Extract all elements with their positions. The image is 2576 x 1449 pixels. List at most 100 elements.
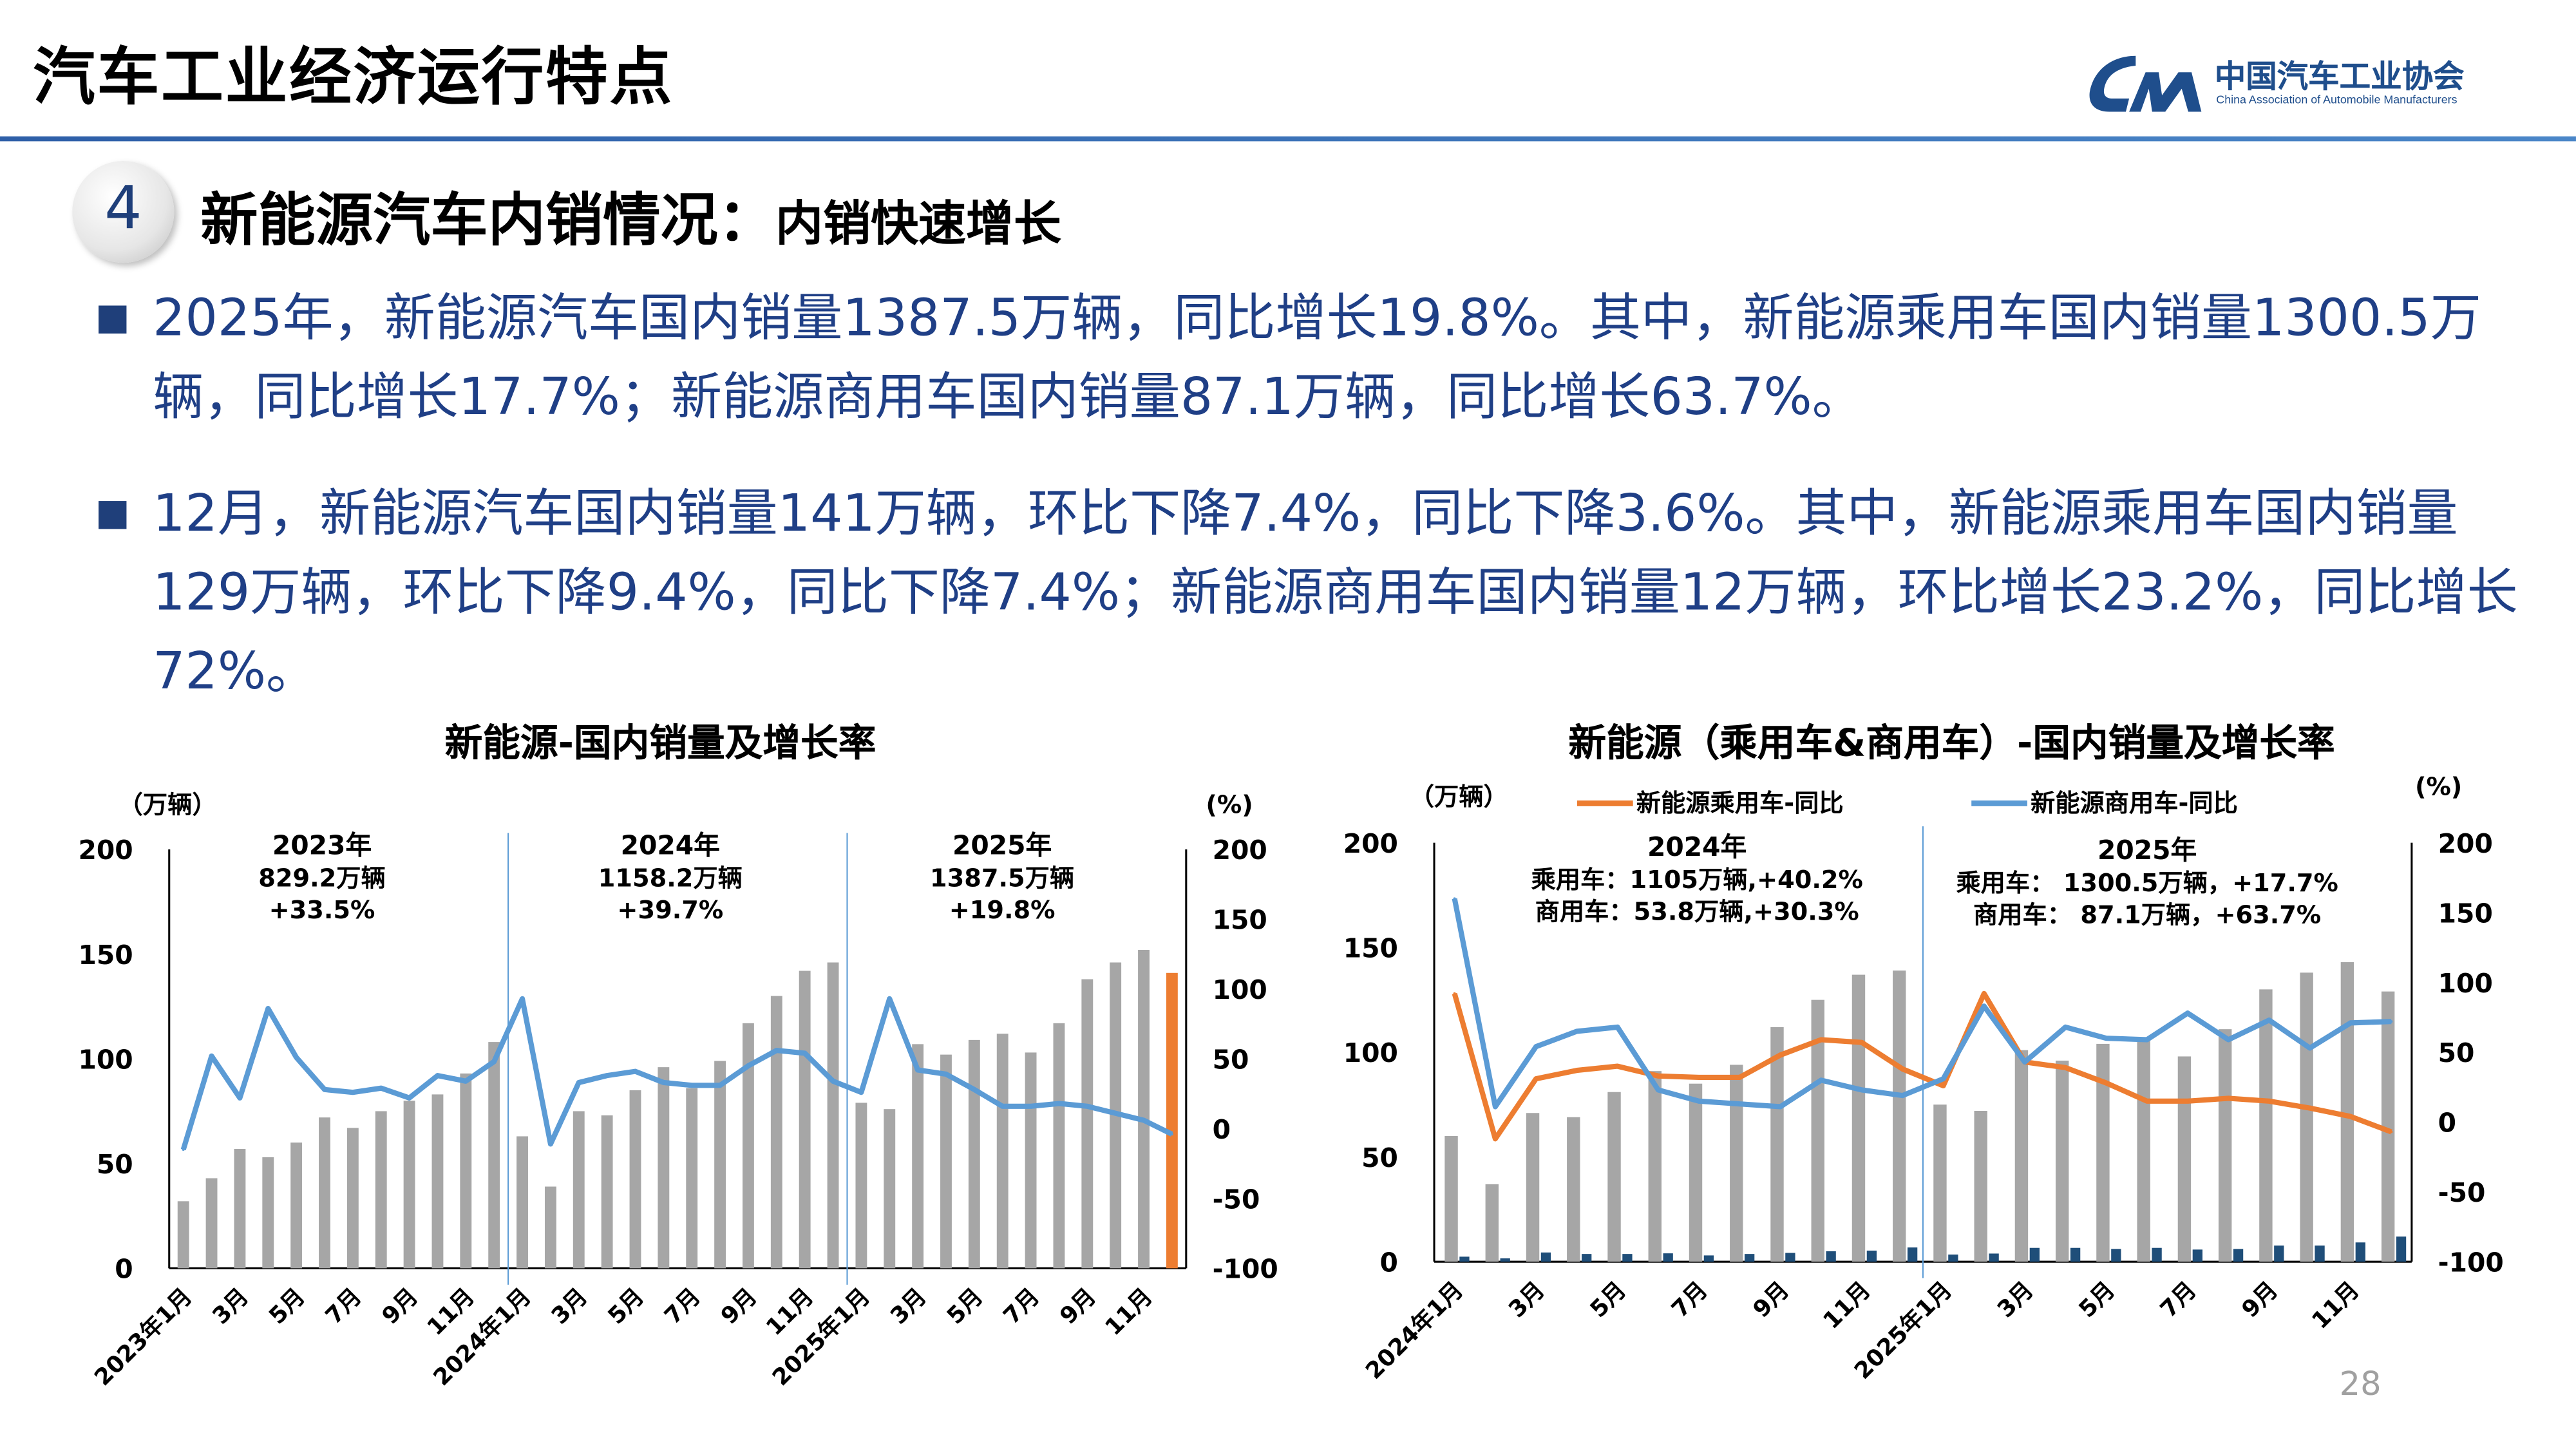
left-y-tick-label: 50 [1361,1142,1398,1173]
line-point [1086,1104,1089,1108]
line-point [1001,1104,1004,1108]
year-annotation: 1387.5万辆 [930,864,1074,893]
line-series-1 [180,996,1173,1151]
line-point [1942,1077,1945,1081]
bar-primary [290,1142,303,1269]
line-point [1575,1069,1578,1072]
bar-secondary [1785,1253,1795,1262]
bar-primary [629,1090,641,1269]
right-y-tick-label: 0 [2438,1108,2456,1139]
bar-primary [319,1117,330,1269]
bar-secondary [1582,1254,1592,1262]
bullet-text: 2025年，新能源汽车国内销量1387.5万辆，同比增长19.8%。其中，新能源… [153,289,2481,428]
x-tick-label: 3月 [1504,1276,1550,1323]
line-point [831,1079,835,1083]
left-y-tick-label: 150 [1343,933,1398,964]
bar-primary [516,1136,528,1269]
line-point [2064,1025,2067,1028]
page-title: 汽车工业经济运行特点 [33,41,674,114]
year-annotation: 2023年 [272,830,372,861]
left-axis-unit: （万辆） [118,791,217,820]
bar-primary [968,1039,980,1269]
line-point [323,1088,327,1091]
line-point [719,1084,722,1087]
section-title-main: 新能源汽车内销情况： [200,189,776,255]
x-tick-label: 2024年1月 [1361,1276,1468,1384]
line-point [1861,1041,1864,1044]
year-annotation: 乘用车：1105万辆,+40.2% [1531,866,1863,895]
line-point [916,1068,920,1072]
line-point [746,1064,750,1068]
line-point [2064,1066,2067,1069]
bar-secondary [1500,1258,1510,1262]
bar-primary [855,1103,867,1269]
line-point [436,1074,439,1077]
line-point [2268,1019,2271,1022]
bar-primary [1444,1136,1458,1262]
bar-primary [2096,1043,2110,1262]
right-y-tick-label: -100 [1213,1254,1278,1285]
line-point [944,1072,948,1076]
bar-primary [770,996,782,1269]
line-point [2268,1099,2271,1103]
bar-primary [827,962,839,1269]
bar-primary [573,1111,585,1269]
line-point [1901,1067,1904,1070]
line-point [2227,1097,2230,1100]
bar-primary [884,1109,896,1269]
bar-primary [1166,972,1178,1269]
bar-primary [2177,1056,2192,1262]
line-point [1656,1074,1660,1077]
header-divider [0,136,2576,142]
line-point [972,1088,976,1091]
bar-secondary [1907,1247,1918,1262]
year-annotation: 乘用车： 1300.5万辆，+17.7% [1956,869,2338,898]
left-y-tick-label: 0 [1380,1247,1398,1278]
right-y-tick-label: -100 [2438,1247,2504,1278]
left-axis-unit: （万辆） [1410,782,1508,811]
x-tick-label: 7月 [2155,1276,2202,1323]
x-tick-label: 7月 [1667,1276,1713,1323]
line-point [662,1081,665,1084]
line-point [1142,1119,1146,1122]
line-point [690,1084,694,1087]
bar-primary [1526,1113,1540,1262]
x-tick-label: 5月 [2074,1276,2120,1323]
line-point [1779,1054,1782,1057]
left-y-tick-label: 50 [97,1149,133,1180]
bar-primary [1893,971,1906,1262]
year-annotation: +39.7% [617,896,723,925]
bar-primary [2218,1029,2232,1262]
line-point [464,1079,468,1083]
bar-secondary [2315,1245,2325,1262]
year-annotation: 商用车： 87.1万辆，+63.7% [1973,901,2321,930]
bar-secondary [1703,1255,1714,1262]
bar-primary [658,1067,670,1269]
line-point [1493,1137,1497,1141]
bar-primary [940,1054,952,1269]
bar-primary [2014,1050,2029,1262]
line-point [2227,1038,2230,1041]
line-point [267,1007,270,1010]
logo-chinese-name: 中国汽车工业协会 [2214,59,2465,95]
line-point [549,1142,552,1146]
bar-primary [799,971,811,1269]
bar-primary [1138,949,1150,1269]
line-point [1861,1088,1864,1092]
bar-primary [1852,974,1866,1262]
line-point [493,1060,496,1063]
bar-primary [234,1148,246,1269]
bar-secondary [2274,1245,2284,1262]
line-point [1819,1079,1823,1082]
caam-logo: 中国汽车工业协会 China Association of Automobile… [2087,50,2514,118]
left-chart-title: 新能源-国内销量及增长率 [444,723,876,766]
bar-secondary [1948,1255,1958,1262]
line-point [1493,1105,1497,1108]
bar-secondary [1989,1253,1999,1262]
bar-primary [460,1073,472,1269]
line-point [2349,1021,2353,1025]
right-y-tick-label: 0 [1213,1114,1231,1145]
line-point [1738,1103,1741,1106]
left-y-tick-label: 150 [78,940,133,971]
